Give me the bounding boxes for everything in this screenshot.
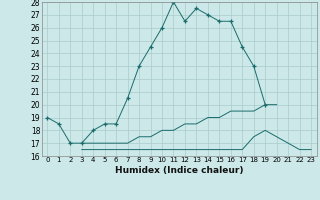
X-axis label: Humidex (Indice chaleur): Humidex (Indice chaleur) [115, 166, 244, 175]
